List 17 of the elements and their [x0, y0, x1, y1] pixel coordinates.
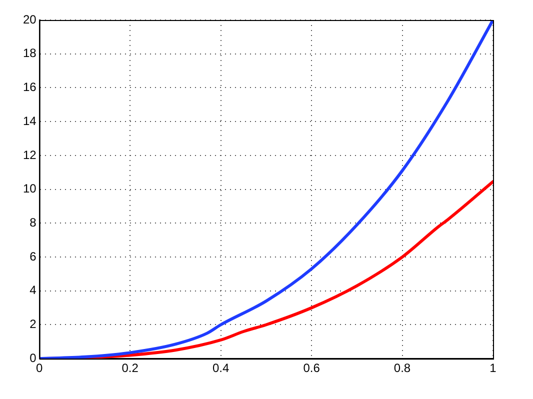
y-tick-label: 10 — [22, 182, 37, 196]
x-tick-label: 0.2 — [122, 361, 139, 376]
y-tick-label: 20 — [22, 12, 37, 26]
y-tick-label: 8 — [30, 215, 37, 230]
x-tick-label: 0.8 — [394, 361, 411, 376]
y-tick-label: 6 — [30, 249, 37, 264]
x-tick-label: 0.6 — [303, 361, 320, 376]
y-tick-label: 16 — [22, 80, 37, 94]
y-tick-label: 14 — [22, 114, 37, 128]
y-tick-label: 18 — [22, 46, 37, 60]
y-tick-label: 4 — [30, 283, 37, 298]
y-tick-label: 0 — [30, 350, 37, 365]
line-series — [39, 20, 493, 359]
x-tick-label: 1 — [490, 361, 497, 376]
y-tick-label: 12 — [22, 148, 37, 162]
y-tick-label: 2 — [30, 317, 37, 332]
x-tick-label: 0.4 — [212, 361, 230, 376]
